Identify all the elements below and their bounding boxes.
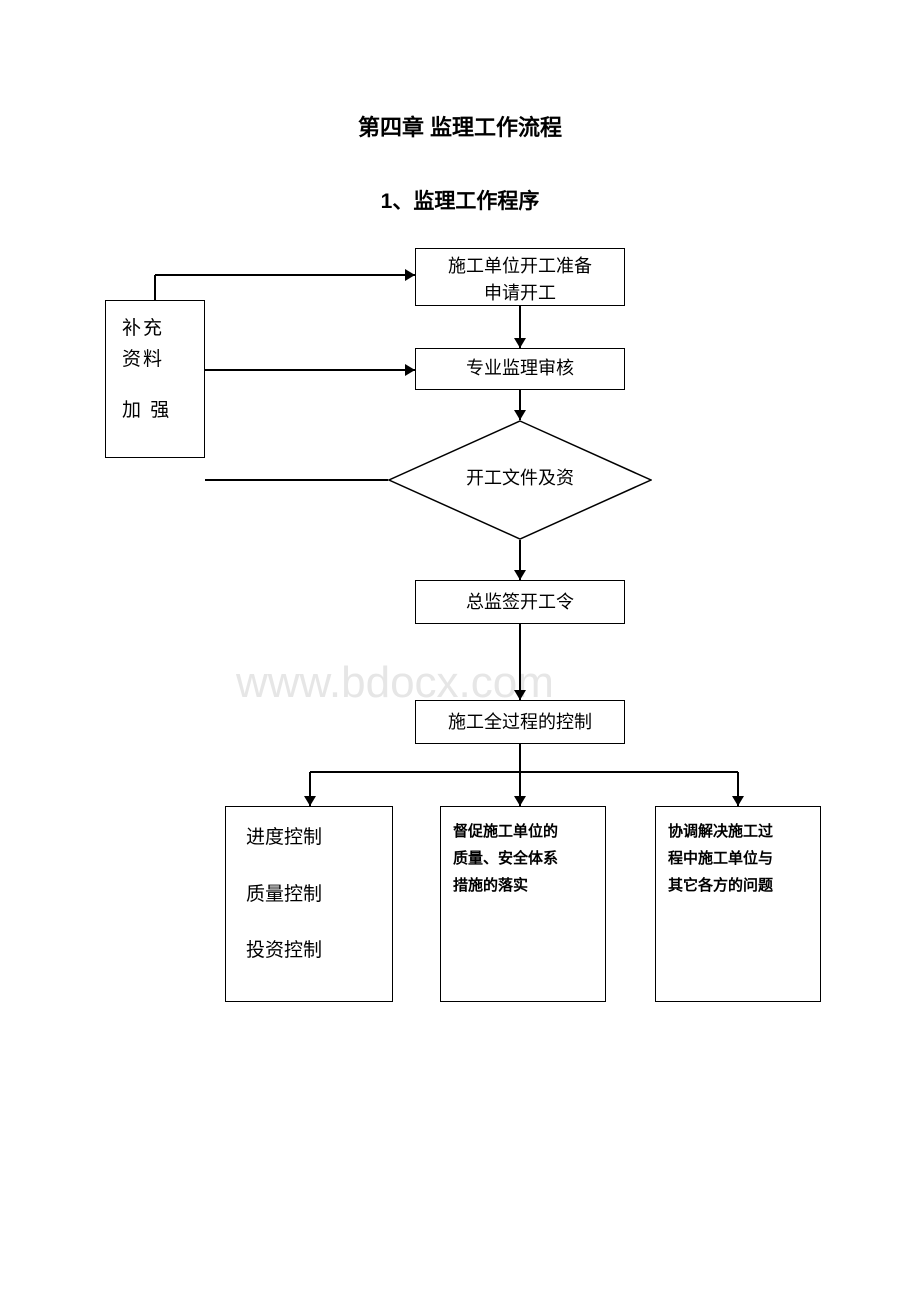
node-label: 总监签开工令 bbox=[466, 591, 574, 614]
output-node: 进度控制质量控制投资控制 bbox=[225, 806, 393, 1002]
edge bbox=[519, 744, 521, 772]
node-text-line: 其它各方的问题 bbox=[668, 875, 808, 896]
arrow-down-icon bbox=[514, 796, 526, 806]
arrow-down-icon bbox=[514, 338, 526, 348]
output-node: 协调解决施工过程中施工单位与其它各方的问题 bbox=[655, 806, 821, 1002]
arrow-down-icon bbox=[514, 570, 526, 580]
process-node: 专业监理审核 bbox=[415, 348, 625, 390]
feedback-node: 补充资料加 强 bbox=[105, 300, 205, 458]
arrow-down-icon bbox=[514, 410, 526, 420]
node-text-line: 程中施工单位与 bbox=[668, 848, 808, 869]
arrow-down-icon bbox=[732, 796, 744, 806]
edge bbox=[155, 274, 415, 276]
node-text-line: 资料 bbox=[122, 344, 188, 371]
node-text-line: 进度控制 bbox=[246, 825, 372, 852]
node-text-line: 措施的落实 bbox=[453, 875, 593, 896]
node-text-line: 补充 bbox=[122, 313, 188, 340]
node-text-line: 质量控制 bbox=[246, 882, 372, 909]
node-text-line: 督促施工单位的 bbox=[453, 821, 593, 842]
node-text-line: 协调解决施工过 bbox=[668, 821, 808, 842]
node-text-line: 质量、安全体系 bbox=[453, 848, 593, 869]
node-label: 申请开工 bbox=[484, 282, 556, 305]
process-node: 施工全过程的控制 bbox=[415, 700, 625, 744]
arrow-right-icon bbox=[405, 364, 415, 376]
flowchart: 施工单位开工准备申请开工专业监理审核开工文件及资总监签开工令施工全过程的控制 补充… bbox=[0, 0, 920, 1302]
decision-node: 开工文件及资 bbox=[388, 420, 652, 540]
edge bbox=[154, 275, 156, 300]
node-label: 施工单位开工准备 bbox=[448, 255, 592, 278]
output-node: 督促施工单位的质量、安全体系措施的落实 bbox=[440, 806, 606, 1002]
arrow-down-icon bbox=[514, 690, 526, 700]
process-node: 施工单位开工准备申请开工 bbox=[415, 248, 625, 306]
node-label: 开工文件及资 bbox=[388, 464, 652, 490]
arrow-right-icon bbox=[405, 269, 415, 281]
edge bbox=[310, 771, 738, 773]
node-label: 专业监理审核 bbox=[466, 357, 574, 380]
process-node: 总监签开工令 bbox=[415, 580, 625, 624]
edge bbox=[519, 624, 521, 700]
edge bbox=[205, 479, 388, 481]
arrow-down-icon bbox=[304, 796, 316, 806]
node-text-line: 投资控制 bbox=[246, 938, 372, 965]
edge bbox=[205, 369, 415, 371]
node-label: 施工全过程的控制 bbox=[448, 711, 592, 734]
node-text-line: 加 强 bbox=[122, 395, 188, 422]
